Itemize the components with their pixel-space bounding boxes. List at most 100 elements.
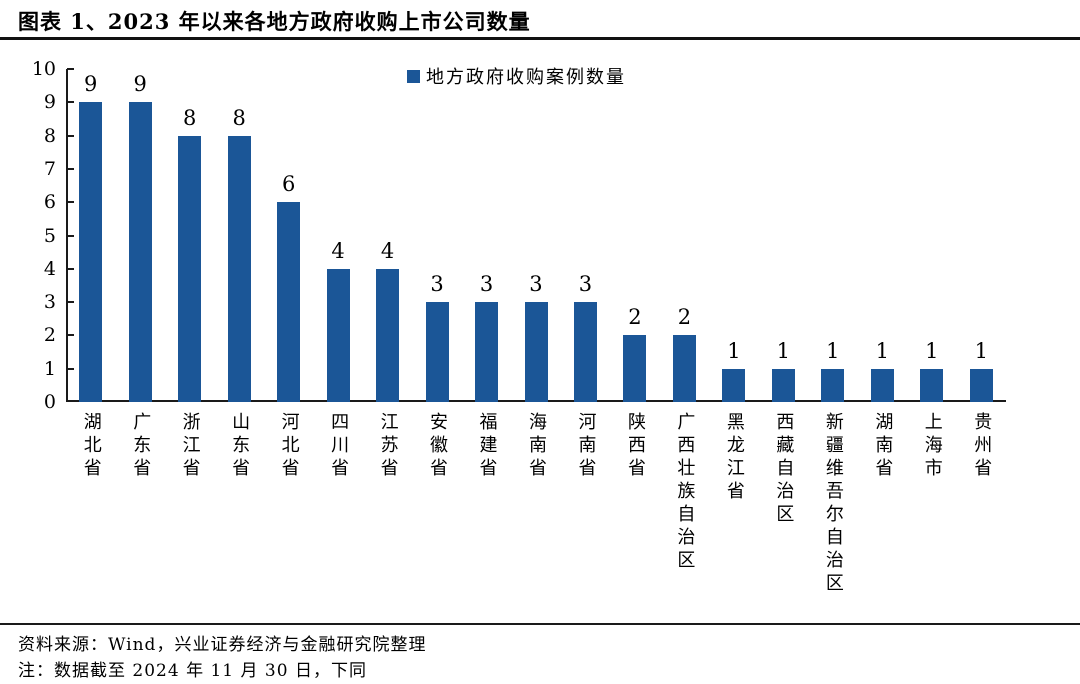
bar-value-label: 3 (479, 272, 494, 297)
bar-value-label: 8 (182, 105, 197, 130)
bar (920, 368, 944, 402)
x-axis-category-text: 安徽省 (427, 412, 449, 481)
bar (870, 368, 894, 402)
y-axis-tick-label: 4 (43, 257, 56, 280)
bar (672, 335, 696, 402)
bar-value-label: 1 (974, 338, 988, 363)
x-axis-category-label: 福建省 (462, 412, 511, 485)
chart-title: 图表 1、2023 年以来各地方政府收购上市公司数量 (18, 9, 531, 34)
bar-value-label: 9 (84, 72, 98, 97)
y-axis-tick-mark (67, 234, 74, 237)
bar-value-label: 6 (281, 172, 296, 197)
x-axis-category-text: 上海市 (921, 412, 943, 481)
bar-value-label: 1 (925, 338, 939, 363)
x-axis-category-label: 陕西省 (610, 412, 659, 485)
y-axis-tick-label: 1 (43, 357, 56, 380)
x-axis-category-label: 上海市 (907, 412, 956, 485)
bar (227, 135, 251, 402)
legend-label: 地方政府收购案例数量 (426, 67, 626, 88)
bar (277, 202, 301, 402)
bar (771, 368, 795, 402)
x-axis-category-label: 湖南省 (858, 412, 907, 485)
x-axis-category-text: 陕西省 (624, 412, 646, 481)
x-axis-category-text: 广东省 (130, 412, 152, 481)
y-axis-tick-label: 5 (43, 224, 56, 247)
data-cutoff-note: 注：数据截至 2024 年 11 月 30 日，下同 (18, 661, 367, 681)
chart-legend: 地方政府收购案例数量 (407, 63, 626, 89)
y-axis-tick-label: 6 (43, 191, 56, 214)
source-note: 资料来源：Wind，兴业证券经济与金融研究院整理 (18, 635, 427, 655)
bar-value-label: 2 (677, 305, 692, 330)
legend-square-icon (407, 69, 420, 83)
bar-value-label: 4 (331, 238, 345, 263)
bar (524, 302, 548, 402)
bar (623, 335, 647, 402)
x-axis-category-label: 四川省 (313, 412, 362, 485)
bar (573, 302, 597, 402)
title-divider-rule (0, 37, 1080, 40)
bar-value-label: 3 (430, 272, 444, 297)
x-axis-category-text: 江苏省 (377, 412, 399, 481)
bar-value-label: 1 (826, 338, 840, 363)
x-axis-category-text: 河南省 (575, 412, 597, 481)
y-axis-tick-mark (67, 301, 74, 304)
bar-value-label: 1 (727, 338, 741, 363)
y-axis-tick-label: 2 (43, 324, 56, 347)
x-axis-category-label: 广西壮族自治区 (660, 412, 709, 577)
x-axis-category-text: 福建省 (476, 412, 498, 481)
y-axis-tick-mark (67, 134, 74, 137)
bar (326, 268, 350, 402)
bar-value-label: 2 (628, 305, 642, 330)
y-axis-tick-mark (67, 367, 74, 370)
bar-value-label: 3 (529, 272, 543, 297)
x-axis-category-text: 河北省 (278, 412, 300, 481)
x-axis-category-label: 江苏省 (363, 412, 412, 485)
x-axis-category-text: 新疆维吾尔自治区 (822, 412, 844, 596)
y-axis-tick-mark (67, 101, 74, 104)
x-axis-category-text: 贵州省 (971, 412, 993, 481)
x-axis-category-label: 湖北省 (66, 412, 115, 485)
x-axis-category-text: 西藏自治区 (773, 412, 795, 527)
x-axis-category-text: 海南省 (525, 412, 547, 481)
bar (821, 368, 845, 402)
y-axis-tick-label: 0 (43, 391, 56, 413)
bar-value-label: 1 (776, 338, 791, 363)
x-axis-category-text: 浙江省 (179, 412, 201, 481)
y-axis-tick-mark (67, 334, 74, 337)
x-axis-category-label: 贵州省 (957, 412, 1006, 485)
y-axis-tick-label: 9 (43, 91, 56, 114)
y-axis-tick-mark (67, 68, 74, 70)
bar-value-label: 3 (578, 272, 593, 297)
bar-value-label: 1 (875, 338, 889, 363)
x-axis-category-label: 河南省 (561, 412, 610, 485)
bar (178, 135, 202, 402)
bar-value-label: 8 (232, 105, 246, 130)
x-axis-category-text: 黑龙江省 (723, 412, 745, 504)
x-axis-category-label: 河北省 (264, 412, 313, 485)
bar-value-label: 9 (133, 72, 147, 97)
x-axis-category-text: 山东省 (229, 412, 251, 481)
y-axis-tick-mark (67, 167, 74, 170)
bar (969, 368, 993, 402)
y-axis-tick-label: 3 (43, 291, 56, 314)
y-axis-tick-mark (67, 201, 74, 204)
y-axis-tick-label: 8 (43, 124, 56, 147)
x-axis-category-label: 海南省 (511, 412, 560, 485)
bar (475, 302, 499, 402)
x-axis-category-label: 黑龙江省 (709, 412, 758, 508)
x-axis-category-text: 湖北省 (80, 412, 102, 481)
x-axis-category-text: 四川省 (328, 412, 350, 481)
bar (425, 302, 449, 402)
x-axis-category-label: 广东省 (115, 412, 164, 485)
x-axis-category-label: 浙江省 (165, 412, 214, 485)
y-axis-tick-label: 7 (43, 157, 56, 180)
y-axis-tick-mark (67, 267, 74, 270)
x-axis-category-label: 西藏自治区 (759, 412, 808, 531)
footer-divider-rule (0, 623, 1080, 625)
x-axis-category-text: 湖南省 (872, 412, 894, 481)
x-axis-category-label: 安徽省 (412, 412, 461, 485)
x-axis-category-text: 广西壮族自治区 (674, 412, 696, 573)
bar (128, 102, 152, 402)
